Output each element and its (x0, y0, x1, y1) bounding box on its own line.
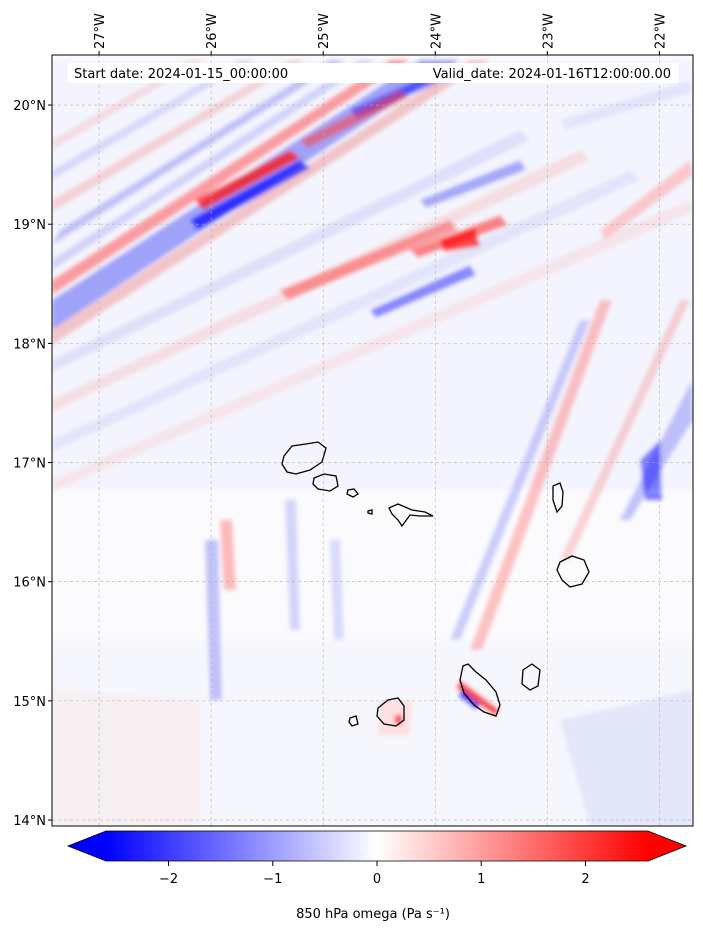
lat-tick-label: 14°N (13, 814, 46, 829)
colorbar-tick-label: 2 (581, 872, 589, 887)
lat-tick-label: 18°N (13, 337, 46, 352)
colorbar: −2 −1 0 1 2 850 hPa omega (Pa s⁻¹) (66, 830, 688, 922)
colorbar-tick-label: −1 (263, 872, 282, 887)
island-sao-nicolau (388, 503, 434, 528)
island-boa-vista (556, 555, 590, 588)
coastlines (281, 441, 590, 727)
lon-tick-label: 25°W (317, 13, 332, 49)
colorbar-title: 850 hPa omega (Pa s⁻¹) (296, 907, 450, 922)
lon-tick-label: 23°W (541, 13, 556, 49)
lon-tick-label: 27°W (93, 13, 108, 49)
colorbar-tick-label: 0 (373, 872, 381, 887)
lon-tick-label: 22°W (653, 13, 668, 49)
island-sal (552, 482, 564, 514)
lat-tick-label: 20°N (13, 99, 46, 114)
colorbar-tick-label: 1 (477, 872, 485, 887)
lat-tick-label: 17°N (13, 457, 46, 472)
island-sao-vicente (312, 473, 339, 492)
colorbar-extend-min (68, 831, 106, 861)
lat-tick-label: 16°N (13, 576, 46, 591)
omega-field (52, 60, 693, 826)
island-brava (348, 715, 359, 727)
island-santiago (459, 663, 501, 717)
island-raso (367, 509, 373, 515)
map-frame (51, 54, 694, 827)
longitude-axis: 27°W 26°W 25°W 24°W 23°W 22°W (93, 13, 668, 55)
map-gridlines (52, 55, 693, 826)
valid-date-label: Valid_date: 2024-01-16T12:00:00.00 (433, 67, 671, 82)
latitude-axis: 20°N 19°N 18°N 17°N 16°N 15°N 14°N (13, 99, 52, 829)
start-date-label: Start date: 2024-01-15_00:00:00 (74, 67, 288, 82)
lat-tick-label: 15°N (13, 695, 46, 710)
date-info-box (68, 63, 678, 83)
island-maio (521, 663, 541, 691)
colorbar-outline (66, 830, 688, 862)
island-santa-luzia (346, 488, 359, 498)
colorbar-body (106, 831, 648, 861)
colorbar-tick-label: −2 (159, 872, 178, 887)
lat-tick-label: 19°N (13, 218, 46, 233)
colorbar-ticks: −2 −1 0 1 2 (159, 861, 590, 887)
island-santo-antao (281, 441, 327, 475)
lon-tick-label: 24°W (429, 13, 444, 49)
island-fogo (376, 697, 405, 727)
colorbar-extend-max (648, 831, 686, 861)
lon-tick-label: 26°W (205, 13, 220, 49)
